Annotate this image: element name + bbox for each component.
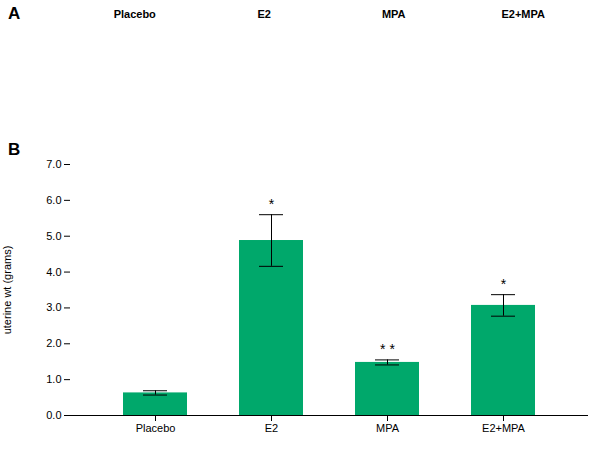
svg-text:MPA: MPA (376, 422, 400, 434)
svg-text:E2+MPA: E2+MPA (482, 422, 526, 434)
html-text:MPA: MPA (381, 8, 406, 20)
svg-text:E2: E2 (265, 422, 278, 434)
svg-text:Placebo: Placebo (136, 422, 176, 434)
html-text:A: A (8, 4, 21, 23)
svg-text:6.0: 6.0 (46, 194, 61, 206)
html-text:E2+MPA: E2+MPA (501, 8, 545, 20)
svg-text:1.0: 1.0 (46, 373, 61, 385)
svg-text:0.0: 0.0 (46, 409, 61, 421)
svg-text:*: * (501, 276, 507, 292)
svg-text:uterine wt (grams): uterine wt (grams) (1, 246, 13, 335)
svg-text:2.0: 2.0 (46, 337, 61, 349)
svg-text:4.0: 4.0 (46, 266, 61, 278)
svg-text:3.0: 3.0 (46, 301, 61, 313)
svg-text:5.0: 5.0 (46, 230, 61, 242)
html-text:B: B (8, 140, 21, 159)
svg-text:*: * (269, 196, 275, 212)
html-text:E2: E2 (257, 8, 271, 20)
svg-text:* *: * * (380, 341, 395, 357)
html-text:Placebo: Placebo (113, 8, 156, 20)
svg-text:7.0: 7.0 (46, 158, 61, 170)
